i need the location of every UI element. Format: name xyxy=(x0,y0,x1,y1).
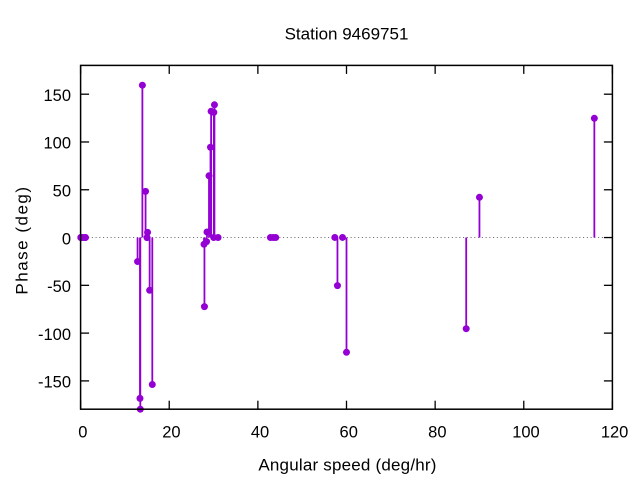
svg-text:50: 50 xyxy=(53,182,71,200)
svg-text:100: 100 xyxy=(43,135,71,153)
svg-text:-150: -150 xyxy=(38,374,71,392)
svg-text:150: 150 xyxy=(43,87,71,105)
svg-text:Station 9469751: Station 9469751 xyxy=(285,25,409,44)
svg-text:-100: -100 xyxy=(38,326,71,344)
svg-text:20: 20 xyxy=(162,424,180,442)
svg-text:120: 120 xyxy=(601,424,629,442)
svg-text:100: 100 xyxy=(512,424,540,442)
svg-text:60: 60 xyxy=(340,424,358,442)
svg-text:0: 0 xyxy=(62,230,71,248)
svg-text:80: 80 xyxy=(428,424,446,442)
svg-text:Phase (deg): Phase (deg) xyxy=(13,185,32,294)
svg-text:Angular speed (deg/hr): Angular speed (deg/hr) xyxy=(258,456,436,475)
svg-text:40: 40 xyxy=(251,424,269,442)
svg-text:-50: -50 xyxy=(47,278,71,296)
svg-text:0: 0 xyxy=(78,424,87,442)
